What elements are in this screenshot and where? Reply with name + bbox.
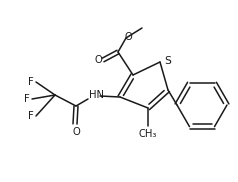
Text: F: F — [28, 111, 34, 121]
Text: O: O — [124, 32, 132, 42]
Text: CH₃: CH₃ — [139, 129, 157, 139]
Text: F: F — [24, 94, 30, 104]
Text: F: F — [28, 77, 34, 87]
Text: S: S — [164, 56, 171, 66]
Text: O: O — [72, 127, 80, 137]
Text: O: O — [94, 55, 102, 65]
Text: HN: HN — [89, 90, 104, 100]
